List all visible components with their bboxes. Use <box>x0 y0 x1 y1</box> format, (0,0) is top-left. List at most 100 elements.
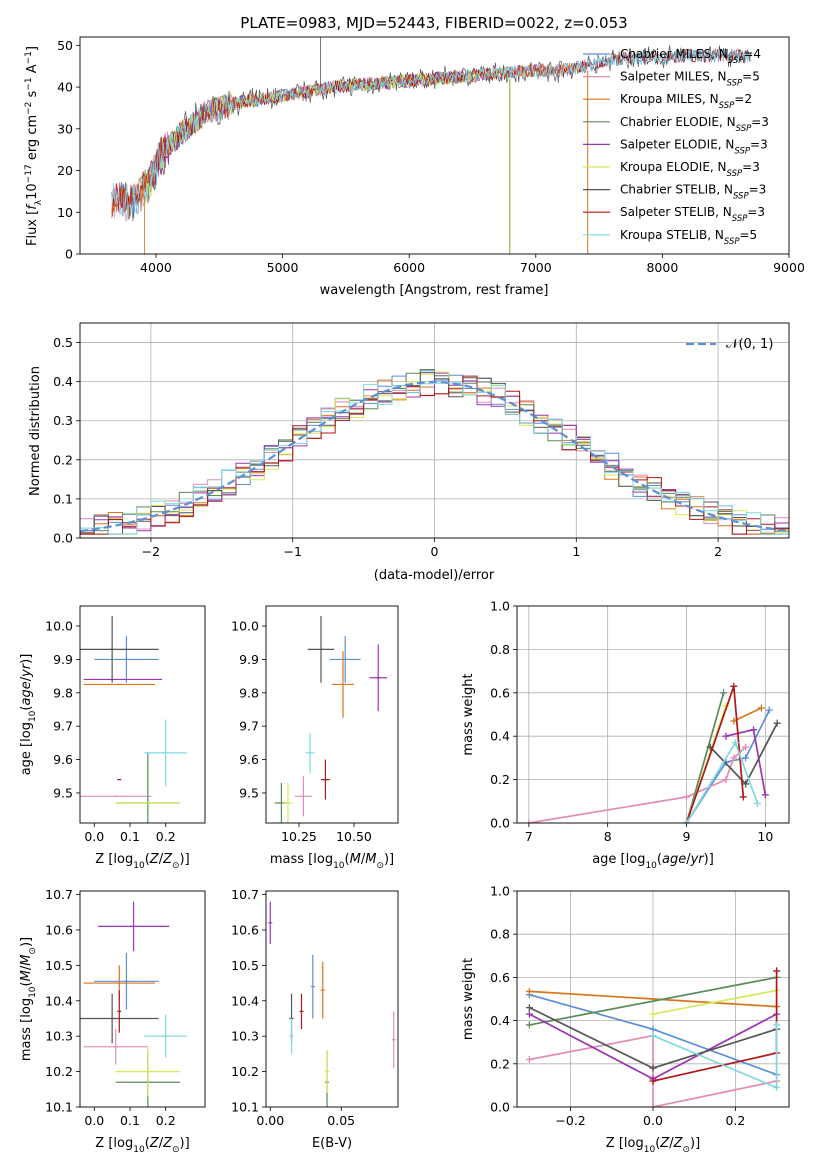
x-tick-label: 0.1 <box>120 1113 140 1128</box>
weight-series <box>733 707 762 722</box>
x-tick-label: 0.2 <box>156 829 176 844</box>
weight-series <box>685 686 745 823</box>
weight-marker <box>765 706 773 714</box>
age-weight-frame <box>516 605 790 824</box>
weight-marker <box>722 732 730 740</box>
mass-age-points <box>274 616 387 823</box>
spectrum-series <box>111 48 752 222</box>
weight-marker <box>742 780 750 788</box>
z-age-xlabel: Z [log10(Z/Z⊙)] <box>95 852 189 871</box>
residual-ylabel: Normed distribution <box>28 366 43 496</box>
z-weight-xlabel: Z [log10(Z/Z⊙)] <box>606 1136 700 1155</box>
weight-marker <box>525 987 533 995</box>
weight-series <box>652 989 777 1015</box>
x-tick-label: 0.1 <box>120 829 140 844</box>
y-tick-label: 9.6 <box>239 752 259 767</box>
weight-marker <box>649 1025 657 1033</box>
y-tick-label: 40 <box>57 80 73 95</box>
histogram-series <box>80 375 789 535</box>
y-tick-label: 10.2 <box>45 1064 73 1079</box>
histogram-series <box>80 372 789 535</box>
x-tick-label: 10.25 <box>281 829 317 844</box>
legend-label: Salpeter ELODIE, NSSP=3 <box>620 137 768 156</box>
x-tick-label: 7 <box>525 829 533 844</box>
legend-label: Chabrier MILES, NSSP=4 <box>620 47 761 66</box>
y-tick-label: 0.6 <box>490 685 510 700</box>
spectrum-series <box>143 66 511 203</box>
mass-age-axes: 10.25 10.50 9.5 9.6 9.7 9.8 9.9 10.0 <box>231 619 372 844</box>
y-tick-label: 9.9 <box>53 652 73 667</box>
z-age-ylabel: age [log10(age/yr)] <box>19 654 38 776</box>
x-tick-label: 10 <box>757 829 773 844</box>
age-weight-xlabel: age [log10(age/yr)] <box>592 852 714 871</box>
weight-marker <box>750 726 758 734</box>
y-tick-label: 0.0 <box>490 816 510 831</box>
y-tick-label: 0.4 <box>490 1013 510 1028</box>
x-tick-label: 9000 <box>773 260 805 275</box>
y-tick-label: 0.3 <box>53 413 73 428</box>
spectrum-series <box>143 65 510 204</box>
legend-label: Chabrier ELODIE, NSSP=3 <box>620 115 769 134</box>
y-tick-label: 9.5 <box>53 785 73 800</box>
y-tick-label: 9.8 <box>53 685 73 700</box>
legend-label: 𝒩(0, 1) <box>726 337 773 352</box>
x-tick-label: 6000 <box>393 260 425 275</box>
y-tick-label: 9.8 <box>239 685 259 700</box>
spectrum-xlabel: wavelength [Angstrom, rest frame] <box>320 283 549 298</box>
y-tick-label: 10.6 <box>45 922 73 937</box>
x-tick-label: 0.00 <box>256 1113 284 1128</box>
x-tick-label: 1 <box>572 544 580 559</box>
weight-series <box>652 970 778 1082</box>
residuals-axes: −2 −1 0 1 2 0.0 0.1 0.2 0.3 0.4 0.5 <box>53 323 789 559</box>
weight-marker <box>649 1064 657 1072</box>
x-tick-label: 0.0 <box>84 1113 104 1128</box>
residual-xlabel: (data-model)/error <box>374 568 495 583</box>
y-tick-label: 30 <box>57 121 73 136</box>
y-tick-label: 0.4 <box>53 374 73 389</box>
weight-marker <box>773 1084 781 1092</box>
y-tick-label: 9.5 <box>239 785 259 800</box>
spectrum-lines <box>111 37 752 254</box>
z-age-axes: 0.0 0.1 0.2 9.5 9.6 9.7 9.8 9.9 10.0 <box>45 619 176 844</box>
y-tick-label: 10 <box>57 205 73 220</box>
x-tick-label: 8 <box>604 829 612 844</box>
z-mass-points <box>80 901 188 1107</box>
age-weight-ylabel: mass weight <box>461 673 476 755</box>
weight-marker <box>722 776 730 784</box>
y-tick-label: 9.6 <box>53 752 73 767</box>
spectrum-frame <box>79 36 790 255</box>
legend-label: Chabrier STELIB, NSSP=3 <box>620 183 766 202</box>
y-tick-label: 10.0 <box>45 619 73 634</box>
weight-series <box>528 746 747 823</box>
ebv-xlabel: E(B-V) <box>312 1136 352 1151</box>
weight-series <box>529 976 777 1026</box>
weight-marker <box>773 719 781 727</box>
ebv-mass-points <box>268 901 396 1107</box>
spectrum-ylabel: Flux [fλ10−17 erg cm−2 s−1 A−1] <box>24 46 44 246</box>
weight-marker <box>742 754 750 762</box>
weight-marker <box>773 1021 781 1029</box>
z-weight-frame <box>516 890 790 1108</box>
weight-marker <box>739 793 747 801</box>
weight-series <box>685 692 725 823</box>
weight-marker <box>683 819 691 823</box>
x-tick-label: −2 <box>142 544 160 559</box>
weight-marker <box>649 1032 657 1040</box>
normal-curve <box>80 380 789 533</box>
age-weight-lines <box>525 682 781 823</box>
weight-marker <box>525 1004 533 1012</box>
spectrum-title: PLATE=0983, MJD=52443, FIBERID=0022, z=0… <box>240 14 627 32</box>
y-tick-label: 10.3 <box>231 1029 259 1044</box>
spectrum-legend: Chabrier MILES, NSSP=4 Salpeter MILES, NS… <box>583 47 769 247</box>
weight-marker <box>525 1021 533 1029</box>
y-tick-label: 0.2 <box>490 772 510 787</box>
y-tick-label: 9.7 <box>239 719 259 734</box>
weight-marker <box>773 967 781 975</box>
y-tick-label: 1.0 <box>490 599 510 614</box>
y-tick-label: 10.1 <box>45 1100 73 1115</box>
ebv-mass-axes: 0.00 0.05 10.1 10.2 10.3 10.4 10.5 10.6 10.7 <box>231 887 355 1128</box>
z-age-frame <box>79 605 206 824</box>
y-tick-label: 0 <box>65 247 73 262</box>
y-tick-label: 9.7 <box>53 719 73 734</box>
y-tick-label: 10.3 <box>45 1029 73 1044</box>
